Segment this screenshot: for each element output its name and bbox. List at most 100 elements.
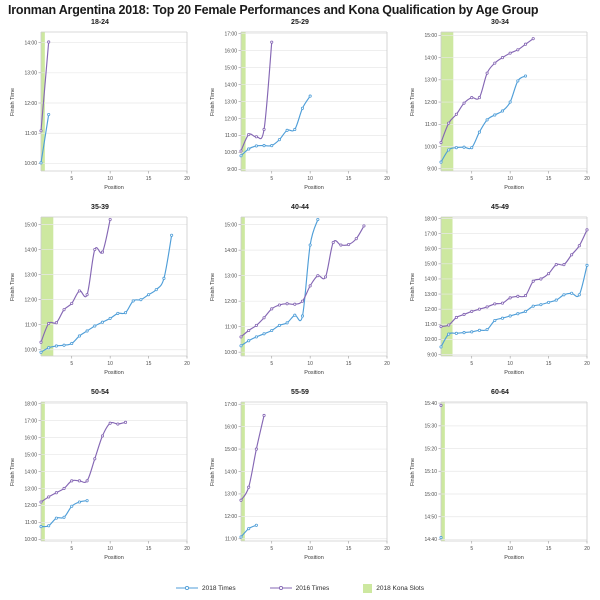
y-axis-label: Finish Time (410, 272, 416, 301)
data-point (77, 289, 81, 293)
data-point (447, 148, 451, 152)
legend-item-2018-kona-slots[interactable]: 2018 Kona Slots (363, 583, 424, 593)
series-line-2016-times (240, 414, 265, 501)
x-tick-label: 10 (107, 361, 113, 367)
x-tick-label: 5 (70, 361, 73, 367)
data-point (493, 113, 497, 117)
data-point (508, 100, 512, 104)
kona-slots-band (241, 217, 245, 356)
data-point (93, 248, 97, 252)
plot-area: 10:00 11:00 12:00 13:00 14:00 5 10 15 20 (24, 31, 190, 182)
data-point (570, 253, 574, 257)
y-tick-label: 14:00 (424, 277, 437, 283)
data-point (100, 320, 105, 324)
x-tick-label: 5 (470, 176, 473, 182)
y-tick-label: 14:50 (424, 515, 437, 521)
data-point (85, 329, 89, 333)
data-point (139, 298, 143, 302)
subplot-title: 30-34 (491, 19, 509, 26)
data-point (77, 479, 81, 483)
x-tick-label: 15 (346, 176, 352, 182)
data-point (508, 314, 512, 318)
data-point (247, 328, 251, 333)
data-point (70, 479, 74, 483)
data-point (439, 345, 443, 349)
x-axis-label: Position (304, 555, 324, 561)
subplot-50-54: 50-54 10:00 11:00 12:00 13:00 14:00 15:00 16:00… (0, 388, 200, 573)
y-tick-label: 12:00 (224, 299, 237, 305)
y-tick-label: 18:00 (24, 401, 37, 407)
plot-area: 14:40 14:50 15:00 15:10 15:20 15:30 15:40 5 10 15… (424, 401, 590, 552)
x-tick-label: 15 (146, 176, 152, 182)
x-tick-label: 15 (546, 361, 552, 367)
y-tick-label: 11:00 (425, 322, 437, 328)
y-tick-label: 12:00 (424, 100, 437, 106)
data-point (116, 422, 120, 426)
y-tick-label: 12:00 (24, 503, 37, 509)
data-point (577, 244, 581, 248)
subplot-title: 35-39 (91, 204, 109, 211)
x-tick-label: 20 (384, 176, 390, 182)
y-tick-label: 11:00 (25, 520, 37, 526)
y-tick-label: 15:20 (424, 446, 437, 452)
y-tick-label: 11:00 (25, 131, 37, 137)
x-tick-label: 10 (507, 176, 513, 182)
data-point (247, 485, 251, 489)
legend-label: 2018 Times (202, 584, 236, 592)
data-point (516, 79, 520, 83)
data-point (447, 332, 451, 336)
data-point (508, 51, 512, 55)
data-point (39, 129, 43, 133)
data-point (531, 279, 535, 283)
data-point (54, 491, 58, 495)
data-point (547, 272, 551, 276)
x-tick-label: 5 (70, 546, 73, 552)
data-point (247, 147, 251, 151)
data-point (493, 61, 497, 65)
data-point (300, 106, 305, 110)
plot-area: 10:00 11:00 12:00 13:00 14:00 15:00 5 10 15 20 (24, 216, 190, 367)
legend-item-2016-times[interactable]: 2016 Times (269, 584, 329, 592)
y-tick-label: 16:00 (24, 435, 37, 441)
x-tick-label: 10 (307, 361, 313, 367)
data-point (347, 242, 351, 247)
y-axis-label: Finish Time (10, 457, 16, 486)
data-point (562, 263, 566, 267)
series-line-2018-times (40, 113, 50, 164)
y-tick-label: 15:00 (424, 262, 437, 268)
series-line-2018-times (240, 95, 311, 157)
data-point (554, 298, 558, 302)
x-tick-label: 5 (70, 176, 73, 182)
data-point (562, 293, 566, 297)
data-point (147, 293, 151, 297)
y-tick-label: 11:00 (225, 537, 237, 543)
data-point (577, 293, 581, 297)
x-tick-label: 15 (346, 361, 352, 367)
data-point (293, 302, 297, 306)
data-point (462, 331, 466, 335)
data-point (123, 311, 128, 315)
data-point (62, 343, 66, 347)
x-tick-label: 5 (270, 361, 273, 367)
data-point (470, 330, 474, 334)
data-point (293, 313, 297, 317)
y-tick-label: 13:00 (424, 292, 437, 298)
data-point (39, 161, 43, 165)
data-point (531, 37, 535, 41)
x-tick-label: 20 (384, 546, 390, 552)
y-axis-label: Finish Time (410, 457, 416, 486)
data-point (339, 243, 343, 247)
data-point (462, 312, 466, 317)
data-point (262, 127, 266, 132)
data-point (47, 112, 51, 117)
legend-item-2018-times[interactable]: 2018 Times (176, 584, 236, 592)
y-tick-label: 14:00 (24, 469, 37, 475)
data-point (285, 302, 289, 306)
y-tick-label: 14:00 (224, 248, 237, 254)
data-point (539, 303, 543, 307)
data-point (270, 307, 274, 311)
y-tick-label: 15:00 (224, 447, 237, 453)
y-tick-label: 15:00 (24, 452, 37, 458)
y-tick-label: 14:00 (24, 40, 37, 46)
subplot-title: 55-59 (291, 389, 309, 396)
